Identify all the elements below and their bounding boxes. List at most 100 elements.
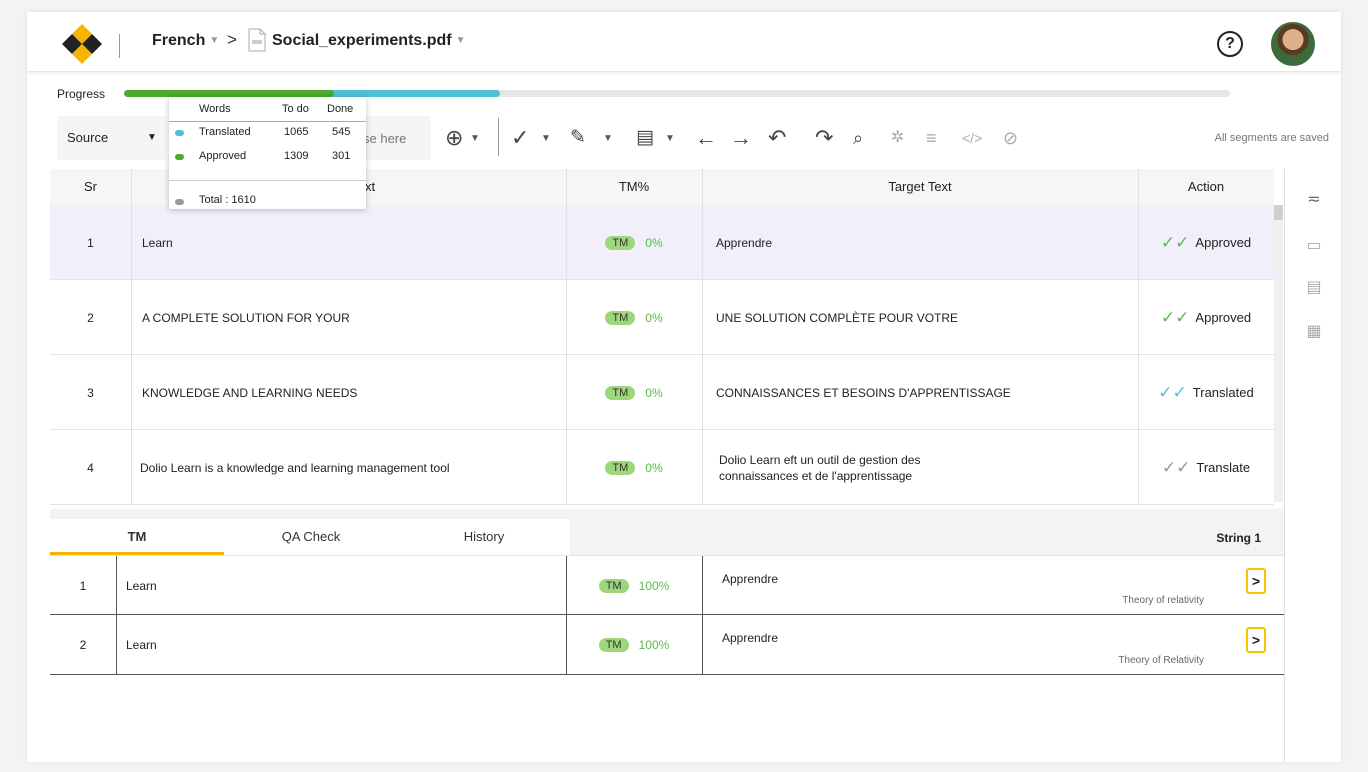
chevron-down-icon[interactable]: ▼ [665, 133, 675, 144]
double-check-icon: ✓✓ [1160, 307, 1190, 327]
result-source: Learn [126, 579, 157, 593]
tm-match: TM 0% [566, 280, 702, 355]
row-source: KNOWLEDGE AND LEARNING NEEDS [142, 385, 358, 400]
tab-history[interactable]: History [463, 529, 505, 544]
result-target: Apprendre [722, 572, 779, 586]
tab-qa-check[interactable]: QA Check [281, 529, 341, 544]
legend-divider [169, 180, 366, 181]
column-divider [566, 556, 567, 616]
result-meta: Theory of relativity [1122, 595, 1204, 606]
action-status[interactable]: ✓✓ Translated [1138, 355, 1274, 430]
undo-icon[interactable]: ↶ [768, 125, 787, 150]
double-check-icon: ✓✓ [1160, 232, 1190, 252]
chevron-down-icon[interactable]: ▼ [603, 133, 613, 144]
breadcrumb-arrow: > [227, 30, 237, 49]
table-row[interactable]: 3 KNOWLEDGE AND LEARNING NEEDS TM 0% CONN… [50, 355, 1274, 430]
document-icon[interactable]: ▤ [636, 127, 654, 148]
help-button[interactable]: ? [1217, 31, 1243, 57]
tm-percent: 0% [645, 310, 663, 325]
avatar[interactable] [1271, 22, 1315, 66]
hide-icon[interactable]: ⊘ [1003, 128, 1019, 148]
action-status[interactable]: ✓✓ Translate [1138, 430, 1274, 505]
progress-legend-popup: Words To do Done Translated 1065 545 App… [169, 97, 366, 209]
double-check-icon: ✓✓ [1158, 382, 1187, 402]
row-target[interactable]: Dolio Learn eft un outil de gestion des … [719, 452, 921, 483]
code-icon[interactable]: </> [962, 130, 983, 146]
progress-label: Progress [57, 87, 106, 101]
filter-icon[interactable]: ≂ [1307, 191, 1321, 208]
progress-approved-fill [124, 90, 335, 97]
row-target[interactable]: UNE SOLUTION COMPLÈTE POUR VOTRE [716, 310, 959, 325]
legend-divider [169, 121, 366, 122]
column-divider [566, 615, 567, 675]
column-source: xt [365, 179, 376, 194]
file-name: Social_experiments.pdf [272, 32, 452, 49]
result-sr: 1 [79, 579, 87, 593]
tm-percent: 0% [645, 235, 663, 250]
chevron-down-icon[interactable]: ▼ [541, 133, 551, 144]
file-selector[interactable]: Social_experiments.pdf ▼ [272, 32, 466, 50]
legend-todo: 1065 [284, 126, 309, 138]
tm-result-row[interactable]: 2 Learn TM 100% Apprendre Theory of Relat… [50, 615, 1284, 675]
tm-match: TM 100% [566, 615, 702, 675]
total-dot-icon [175, 199, 184, 205]
column-divider [702, 556, 703, 616]
tm-badge: TM [605, 385, 636, 400]
table-row[interactable]: 1 Learn TM 0% Apprendre ✓✓ Approved [50, 205, 1274, 280]
action-label: Translated [1192, 385, 1254, 400]
column-action: Action [1187, 179, 1225, 194]
column-divider [116, 615, 117, 675]
tm-match: TM 0% [566, 430, 702, 505]
save-status: All segments are saved [1214, 132, 1329, 144]
tm-percent: 100% [638, 579, 670, 593]
row-sr: 3 [87, 385, 94, 400]
arrow-left-icon[interactable]: ← [695, 125, 717, 150]
tab-tm[interactable]: TM [50, 519, 224, 555]
column-divider [1138, 169, 1139, 505]
action-status[interactable]: ✓✓ Approved [1138, 280, 1274, 355]
download-icon[interactable]: ⊕ [445, 125, 464, 150]
legend-header-todo: To do [282, 103, 309, 115]
apply-match-button[interactable]: > [1246, 627, 1266, 653]
bottom-tabs: TM QA Check History [50, 519, 570, 555]
source-dropdown[interactable]: Source ▼ [57, 116, 167, 160]
legend-label: Approved [199, 150, 247, 162]
row-source: A COMPLETE SOLUTION FOR YOUR [142, 310, 350, 325]
check-icon[interactable]: ✓ [511, 125, 530, 150]
eraser-icon[interactable]: ✎ [570, 127, 586, 148]
align-icon[interactable]: ≡ [926, 128, 937, 148]
action-status[interactable]: ✓✓ Approved [1138, 205, 1274, 280]
apply-match-button[interactable]: > [1246, 568, 1266, 594]
column-sr: Sr [84, 179, 97, 194]
language-selector[interactable]: French ▼ [152, 32, 219, 50]
comment-icon[interactable]: ▭ [1306, 237, 1322, 254]
row-target[interactable]: Apprendre [716, 235, 773, 250]
tm-badge: TM [605, 235, 636, 250]
scrollbar-thumb[interactable] [1274, 205, 1283, 220]
row-sr: 1 [87, 235, 94, 250]
chevron-down-icon[interactable]: ▼ [470, 133, 480, 144]
app-logo-icon[interactable] [61, 22, 103, 64]
calculator-icon[interactable]: ▦ [1306, 323, 1322, 340]
table-row[interactable]: 2 A COMPLETE SOLUTION FOR YOUR TM 0% UNE … [50, 280, 1274, 355]
tm-match: TM 0% [566, 355, 702, 430]
row-target[interactable]: CONNAISSANCES ET BESOINS D'APPRENTISSAGE [716, 385, 1011, 400]
chevron-down-icon: ▼ [209, 35, 220, 46]
ai-icon[interactable]: ✲ [891, 129, 905, 146]
notes-icon[interactable]: ▤ [1306, 279, 1322, 296]
find-icon[interactable]: ⌕ [853, 128, 864, 148]
action-label: Approved [1195, 235, 1252, 250]
table-row[interactable]: 4 Dolio Learn is a knowledge and learnin… [50, 430, 1274, 505]
tm-badge: TM [598, 638, 629, 652]
column-divider [566, 169, 567, 505]
column-divider [116, 556, 117, 616]
redo-icon[interactable]: ↷ [815, 125, 834, 150]
chevron-down-icon: ▼ [147, 132, 157, 143]
legend-label: Translated [199, 126, 251, 138]
arrow-right-icon[interactable]: → [730, 125, 752, 150]
translated-dot-icon [175, 130, 184, 136]
result-meta: Theory of Relativity [1118, 655, 1204, 666]
tm-result-row[interactable]: 1 Learn TM 100% Apprendre Theory of relat… [50, 555, 1284, 616]
table-scrollbar[interactable] [1274, 205, 1283, 502]
tm-match: TM 100% [566, 556, 702, 616]
